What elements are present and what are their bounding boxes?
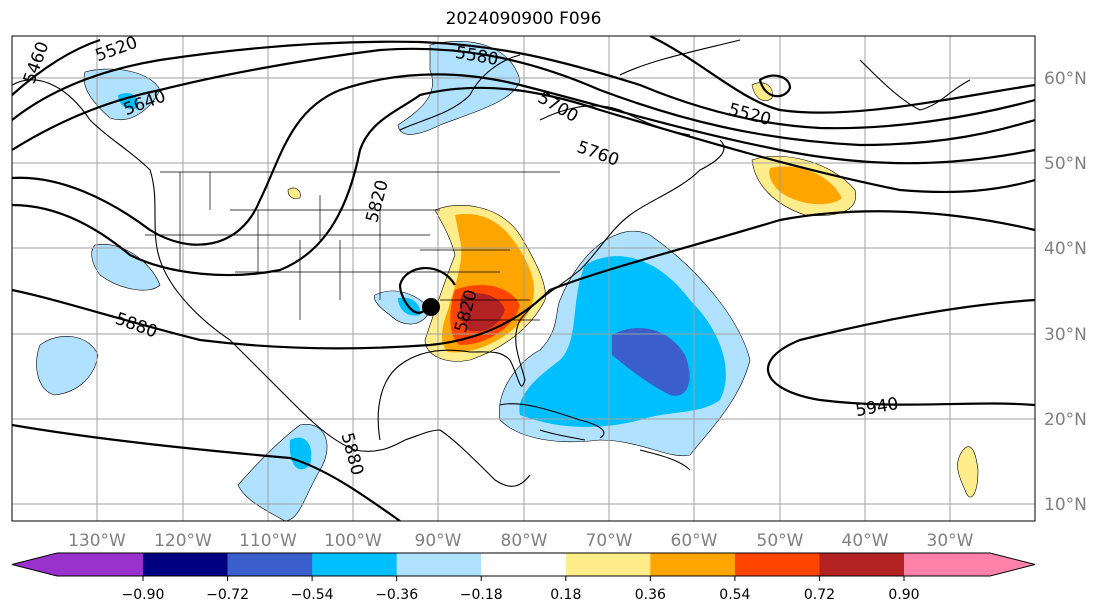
lon-label: 50°W — [757, 531, 804, 551]
lat-label: 20°N — [1044, 410, 1087, 430]
contour-label: 5520 — [93, 33, 140, 67]
negative-anomaly-pacific-1 — [91, 243, 161, 291]
colorbar-outline — [11, 552, 1036, 577]
colorbar-tick-label: 0.72 — [804, 587, 835, 603]
colorbar-segment — [734, 553, 820, 576]
lon-label: 60°W — [671, 531, 718, 551]
colorbar-segment — [143, 553, 229, 576]
lon-label: 130°W — [68, 531, 126, 551]
map-area: 5460 5520 5580 5640 5700 5760 5820 5520 … — [12, 33, 1035, 521]
contour-label: 5820 — [362, 178, 393, 225]
positive-anomaly-east-atlantic — [957, 446, 979, 498]
storm-center-marker — [422, 298, 440, 316]
latitude-labels: 60°N 50°N 40°N 30°N 20°N 10°N — [1044, 69, 1087, 515]
negative-anomaly-mexico — [237, 424, 328, 521]
contour-label: 5880 — [337, 431, 368, 478]
lon-label: 30°W — [927, 531, 974, 551]
lat-label: 40°N — [1044, 239, 1087, 259]
lon-label: 90°W — [415, 531, 462, 551]
colorbar-segment — [312, 553, 398, 576]
colorbar-tick-label: 0.90 — [888, 587, 919, 603]
longitude-labels: 130°W 120°W 110°W 100°W 90°W 80°W 70°W 6… — [68, 531, 974, 551]
map-frame — [11, 35, 1036, 522]
negative-anomaly-atlantic-strong — [612, 327, 690, 396]
colorbar-segment — [650, 553, 736, 576]
colorbar: −0.90 −0.72 −0.54 −0.36 −0.18 0.18 0.36 0.54 0.7… — [11, 552, 1036, 603]
colorbar-tick-label: 0.36 — [635, 587, 666, 603]
lon-label: 70°W — [586, 531, 633, 551]
colorbar-extend-low — [12, 553, 143, 576]
anomaly-fills — [36, 41, 979, 521]
lat-label: 10°N — [1044, 495, 1087, 515]
lat-label: 50°N — [1044, 154, 1087, 174]
colorbar-tick-label: −0.72 — [206, 587, 249, 603]
state-borders — [145, 171, 560, 321]
coastlines — [12, 39, 971, 487]
lon-label: 80°W — [501, 531, 548, 551]
colorbar-tick-label: −0.54 — [291, 587, 334, 603]
colorbar-segment — [227, 553, 313, 576]
colorbar-segment — [481, 553, 567, 576]
negative-anomaly-pacific-2 — [36, 336, 99, 396]
graticule — [12, 36, 1035, 521]
lon-label: 120°W — [154, 531, 212, 551]
contour-label: 5460 — [20, 39, 54, 86]
colorbar-tick-label: −0.36 — [375, 587, 418, 603]
colorbar-tick-label: −0.18 — [460, 587, 503, 603]
colorbar-segment — [565, 553, 651, 576]
height-contours — [12, 36, 1035, 521]
contour-label: 5940 — [854, 394, 900, 421]
lat-label: 30°N — [1044, 325, 1087, 345]
lon-label: 40°W — [842, 531, 889, 551]
lat-label: 60°N — [1044, 69, 1087, 89]
colorbar-extend-high — [904, 553, 1035, 576]
colorbar-segment — [396, 553, 482, 576]
colorbar-tick-label: 0.18 — [550, 587, 581, 603]
contour-label: 5880 — [112, 309, 159, 343]
colorbar-tick-label: 0.54 — [719, 587, 750, 603]
colorbar-segment — [819, 553, 905, 576]
contour-label: 5760 — [574, 137, 621, 171]
map-title: 2024090900 F096 — [445, 9, 602, 29]
positive-anomaly-us-core — [460, 293, 505, 332]
lon-label: 110°W — [239, 531, 297, 551]
positive-anomaly-small — [287, 187, 301, 199]
lon-label: 100°W — [324, 531, 382, 551]
colorbar-tick-label: −0.90 — [122, 587, 165, 603]
